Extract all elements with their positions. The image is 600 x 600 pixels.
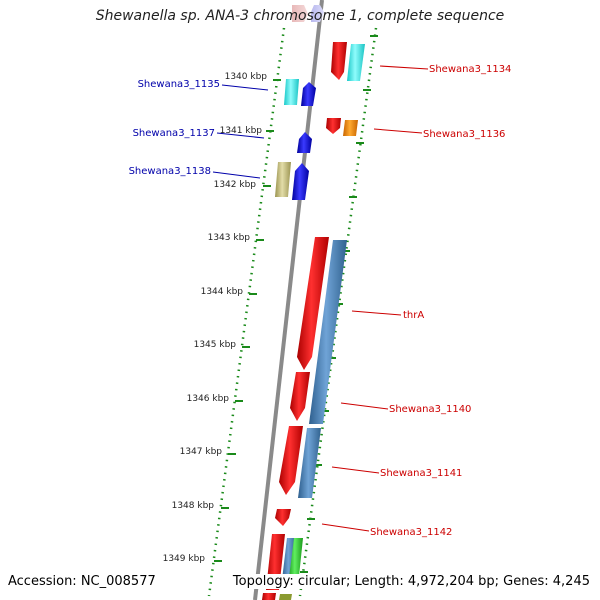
gene-label-shewana3-1137[interactable]: Shewana3_1137 [133, 128, 215, 139]
gene-feature-shewana3-1134-cyan [347, 44, 365, 81]
gene-feature [311, 5, 324, 22]
gene-feature-shewana3-1138 [292, 163, 309, 200]
leader-line [351, 310, 402, 316]
gene-feature-shewana3-1142 [275, 509, 291, 526]
gene-label-shewana3-1141[interactable]: Shewana3_1141 [380, 468, 462, 479]
gene-label-shewana3-1138[interactable]: Shewana3_1138 [129, 166, 211, 177]
gene-label-shewana3-1140[interactable]: Shewana3_1140 [389, 404, 471, 415]
gene-feature [262, 593, 276, 600]
topology-summary: Topology: circular; Length: 4,972,204 bp… [228, 574, 590, 589]
ruler-label: 1345 kbp [194, 340, 237, 350]
gene-feature-shewana3-1135b [301, 82, 316, 106]
gene-feature-shewana3-1136-orange [343, 120, 358, 136]
leader-line [321, 523, 370, 532]
ruler-label: 1349 kbp [163, 554, 206, 564]
gene-feature [279, 594, 292, 600]
ruler-label: 1341 kbp [220, 126, 263, 136]
map-title: Shewanella sp. ANA-3 chromosome 1, compl… [95, 8, 505, 24]
leader-line [331, 466, 380, 474]
gene-label-shewana3-1136[interactable]: Shewana3_1136 [423, 129, 505, 140]
gene-feature-shewana3-1135 [284, 79, 299, 105]
ruler-label: 1348 kbp [172, 501, 215, 511]
gene-label-shewana3-1134[interactable]: Shewana3_1134 [429, 64, 511, 75]
gene-feature-shewana3-1141 [279, 426, 303, 495]
gene-feature-thra [297, 237, 329, 370]
leader-line [373, 128, 423, 134]
ruler-right-dotted [298, 27, 378, 597]
leader-line [216, 132, 265, 139]
gene-feature-thra-steel [309, 240, 347, 424]
leader-line [221, 84, 269, 91]
gene-feature [292, 5, 308, 22]
ruler-label: 1343 kbp [208, 233, 251, 243]
ruler-label: 1340 kbp [225, 72, 268, 82]
ruler-left-dotted [207, 27, 286, 597]
gene-feature-shewana3-1137 [297, 132, 312, 153]
accession-text: Accession: NC_008577 [8, 574, 156, 589]
ruler-label: 1347 kbp [180, 447, 223, 457]
gene-feature-shewana3-1136 [326, 118, 341, 134]
gene-feature-shewana3-1141-steel [298, 428, 321, 498]
ruler-label: 1346 kbp [187, 394, 230, 404]
gene-feature-shewana3-1134 [331, 42, 347, 80]
gene-feature [282, 538, 296, 580]
ruler-label: 1342 kbp [214, 180, 257, 190]
gene-label-thra[interactable]: thrA [403, 310, 424, 321]
gene-feature-shewana3-1138-khaki [275, 162, 291, 197]
leader-line [379, 65, 429, 70]
leader-line [340, 402, 389, 410]
ruler-label: 1344 kbp [201, 287, 244, 297]
gene-feature-shewana3-1140 [290, 372, 310, 421]
gene-label-shewana3-1142[interactable]: Shewana3_1142 [370, 527, 452, 538]
gene-label-shewana3-1135[interactable]: Shewana3_1135 [138, 79, 220, 90]
leader-line [212, 171, 261, 179]
